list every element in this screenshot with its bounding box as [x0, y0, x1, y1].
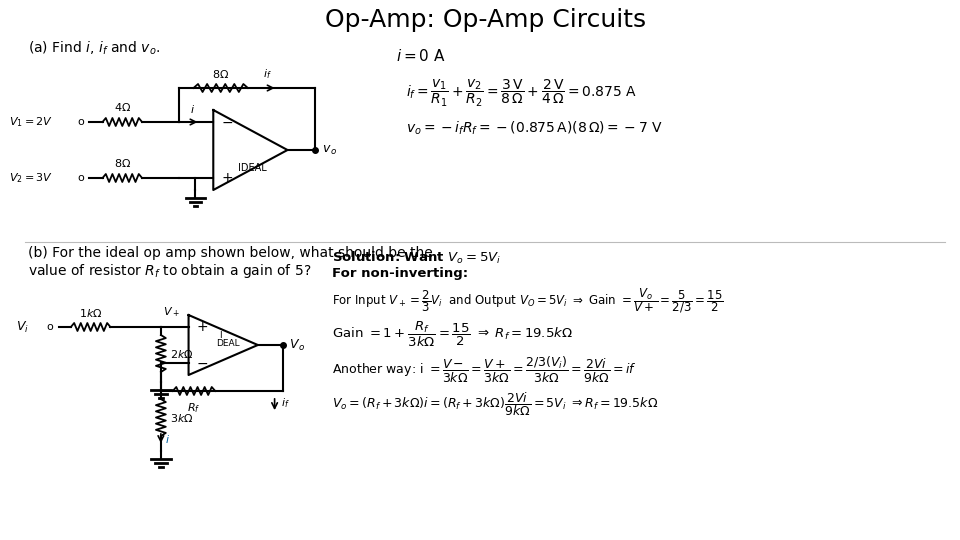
Text: (b) For the ideal op amp shown below, what should be the: (b) For the ideal op amp shown below, wh…: [29, 246, 433, 260]
Text: $V_o = (R_f + 3k\Omega)i = (R_f + 3k\Omega)\dfrac{2Vi}{9k\Omega} = 5V_i$ $\Right: $V_o = (R_f + 3k\Omega)i = (R_f + 3k\Ome…: [332, 390, 659, 418]
Text: $i_f$: $i_f$: [263, 67, 272, 81]
Text: $V_1{=}2V$: $V_1{=}2V$: [10, 115, 53, 129]
Text: Gain $= 1 + \dfrac{R_f}{3k\Omega} = \dfrac{15}{2}$ $\Rightarrow$ $R_f = 19.5k\Om: Gain $= 1 + \dfrac{R_f}{3k\Omega} = \dfr…: [332, 320, 573, 349]
Text: $i$: $i$: [190, 103, 195, 115]
Text: $V_i$: $V_i$: [16, 320, 30, 335]
Text: $i$: $i$: [165, 433, 170, 445]
Text: $i_f = \dfrac{v_1}{R_1} + \dfrac{v_2}{R_2} = \dfrac{3\,\mathrm{V}}{8\,\Omega} + : $i_f = \dfrac{v_1}{R_1} + \dfrac{v_2}{R_…: [406, 78, 636, 109]
Text: For non-inverting:: For non-inverting:: [332, 267, 468, 280]
Text: o: o: [78, 173, 84, 183]
Text: Another way: i $= \dfrac{V-}{3k\Omega} = \dfrac{V+}{3k\Omega} = \dfrac{2/3(V_i)}: Another way: i $= \dfrac{V-}{3k\Omega} =…: [332, 355, 636, 385]
Text: $v_o$: $v_o$: [319, 144, 337, 157]
Text: $-$: $-$: [197, 356, 208, 370]
Text: $1k\Omega$: $1k\Omega$: [79, 307, 103, 319]
Text: $R_f$: $R_f$: [187, 401, 201, 415]
Text: Solution: Want $V_o = 5V_i$: Solution: Want $V_o = 5V_i$: [332, 250, 501, 266]
Text: $3k\Omega$: $3k\Omega$: [170, 411, 193, 423]
Text: $8\Omega$: $8\Omega$: [113, 157, 131, 169]
Text: $V_+$: $V_+$: [163, 305, 180, 319]
Text: $8\Omega$: $8\Omega$: [212, 68, 229, 80]
Text: DEAL: DEAL: [216, 339, 240, 348]
Text: $4\Omega$: $4\Omega$: [113, 101, 131, 113]
Text: $-$: $-$: [221, 115, 233, 129]
Text: o: o: [47, 322, 54, 332]
Text: value of resistor $R_f$ to obtain a gain of 5?: value of resistor $R_f$ to obtain a gain…: [29, 262, 312, 280]
Text: For Input $V_+ = \dfrac{2}{3}V_i$  and Output $V_O = 5V_i$ $\Rightarrow$ Gain $=: For Input $V_+ = \dfrac{2}{3}V_i$ and Ou…: [332, 286, 724, 315]
Text: $+$: $+$: [221, 171, 233, 185]
Text: (a) Find $i$, $i_f$ and $v_o$.: (a) Find $i$, $i_f$ and $v_o$.: [29, 40, 160, 57]
Text: I: I: [219, 332, 222, 341]
Text: $+$: $+$: [197, 320, 208, 334]
Text: $v_o = -i_f R_f = -(0.875\,\mathrm{A})(8\,\Omega) = -7$ V: $v_o = -i_f R_f = -(0.875\,\mathrm{A})(8…: [406, 120, 663, 137]
Text: IDEAL: IDEAL: [238, 163, 267, 173]
Text: $i_f$: $i_f$: [280, 396, 289, 410]
Text: o: o: [78, 117, 84, 127]
Text: $V_2{=}3V$: $V_2{=}3V$: [10, 171, 53, 185]
Text: $V_o$: $V_o$: [286, 338, 306, 353]
Text: $i = 0$ A: $i = 0$ A: [396, 48, 446, 64]
Text: Op-Amp: Op-Amp Circuits: Op-Amp: Op-Amp Circuits: [324, 8, 646, 32]
Text: $2k\Omega$: $2k\Omega$: [170, 348, 193, 360]
